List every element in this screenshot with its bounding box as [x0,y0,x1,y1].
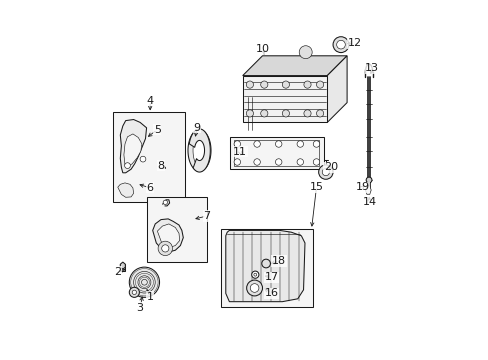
Circle shape [313,141,319,147]
Text: 7: 7 [203,211,210,221]
Text: 18: 18 [271,256,285,266]
Polygon shape [157,224,179,248]
Circle shape [299,46,311,59]
Text: 6: 6 [146,183,153,193]
Circle shape [275,141,282,147]
Polygon shape [120,262,125,269]
Circle shape [124,163,130,168]
Text: 9: 9 [193,123,200,133]
Polygon shape [193,135,205,166]
Polygon shape [326,56,346,122]
Circle shape [163,200,167,204]
Text: 11: 11 [233,147,246,157]
Text: 14: 14 [362,197,376,207]
Circle shape [313,159,319,165]
Circle shape [260,110,267,117]
Bar [221,229,312,307]
Text: 5: 5 [154,125,161,135]
Text: 3: 3 [136,303,143,313]
Polygon shape [225,230,305,302]
Circle shape [303,81,310,88]
Circle shape [162,245,168,252]
Polygon shape [365,186,370,194]
Circle shape [140,156,145,162]
Circle shape [316,110,323,117]
Text: 15: 15 [309,182,323,192]
Text: 8: 8 [157,161,164,171]
Circle shape [253,141,260,147]
Circle shape [246,110,253,117]
Circle shape [332,37,348,53]
Circle shape [282,110,289,117]
Bar [146,197,206,262]
Text: 1: 1 [146,292,153,302]
Circle shape [158,241,172,256]
Circle shape [250,284,258,292]
Text: 10: 10 [256,44,270,54]
Circle shape [246,81,253,88]
Circle shape [129,287,139,297]
Text: 19: 19 [355,182,369,192]
Circle shape [129,267,159,297]
Text: 20: 20 [323,162,337,172]
Circle shape [132,290,136,294]
Polygon shape [162,200,169,206]
Bar [230,137,323,169]
Polygon shape [123,134,142,167]
Circle shape [366,177,371,183]
Circle shape [296,159,303,165]
Polygon shape [118,183,133,197]
Text: 2: 2 [114,267,121,277]
Circle shape [275,159,282,165]
Text: 12: 12 [347,38,361,48]
Circle shape [234,141,240,147]
Text: 17: 17 [264,272,278,282]
Polygon shape [242,56,346,76]
Polygon shape [152,219,183,252]
Circle shape [261,259,270,268]
Circle shape [246,280,262,296]
Polygon shape [120,120,146,173]
Text: 16: 16 [264,288,278,298]
Text: 4: 4 [146,96,153,106]
Bar [234,140,319,166]
Text: 13: 13 [365,63,379,73]
Circle shape [253,273,256,276]
Polygon shape [189,129,210,172]
Circle shape [296,141,303,147]
Circle shape [318,165,332,179]
Circle shape [253,159,260,165]
Circle shape [322,168,329,176]
Circle shape [282,81,289,88]
Circle shape [234,159,240,165]
Bar [120,264,125,271]
Bar [113,112,185,202]
Circle shape [303,110,310,117]
Circle shape [260,81,267,88]
Bar [242,76,326,122]
Circle shape [336,40,345,49]
Polygon shape [187,130,211,171]
Circle shape [316,81,323,88]
Circle shape [251,271,258,278]
